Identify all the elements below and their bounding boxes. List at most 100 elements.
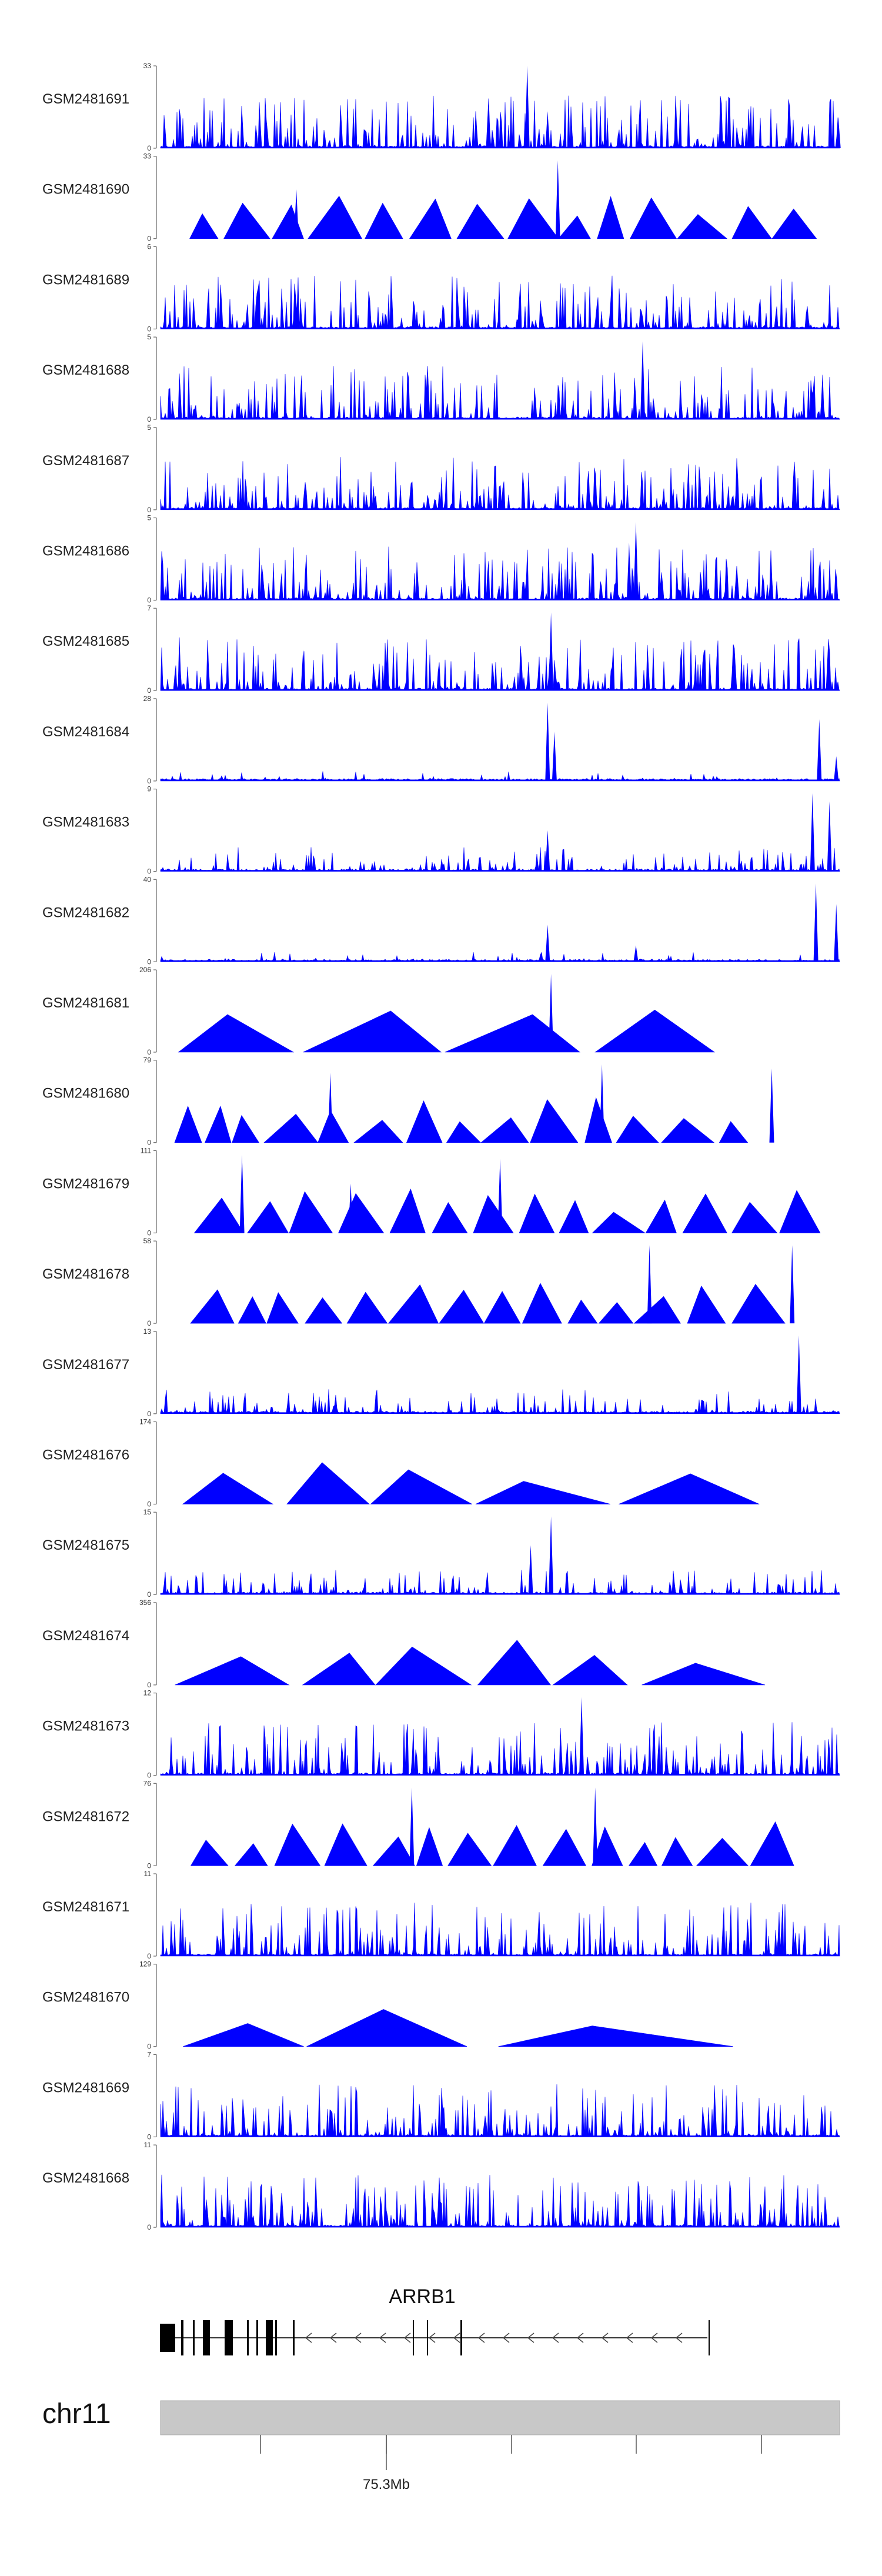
- y-min-label: 0: [147, 1410, 151, 1418]
- track-GSM2481678: GSM2481678 58 0: [42, 1237, 795, 1327]
- coverage-area: [160, 1722, 840, 1776]
- strand-arrow: [379, 2333, 386, 2343]
- y-min-label: 0: [147, 596, 151, 605]
- strand-arrow: [329, 2333, 337, 2343]
- track-label: GSM2481683: [42, 815, 129, 830]
- y-max-label: 11: [144, 1870, 152, 1878]
- track-GSM2481671: GSM2481671 11 0: [42, 1870, 840, 1960]
- y-max-label: 5: [147, 423, 151, 432]
- y-max-label: 9: [147, 785, 151, 793]
- y-max-label: 40: [143, 875, 152, 883]
- y-max-label: 6: [147, 242, 151, 251]
- y-max-label: 13: [143, 1327, 152, 1336]
- coverage-peak: [294, 189, 299, 239]
- gene-exon: [293, 2320, 295, 2355]
- strand-arrow: [527, 2333, 534, 2343]
- track-label: GSM2481677: [42, 1357, 129, 1373]
- strand-arrow: [626, 2333, 633, 2343]
- coverage-area: [160, 1389, 840, 1414]
- y-min-label: 0: [147, 777, 151, 785]
- y-min-label: 0: [147, 2133, 151, 2141]
- coverage-area: [160, 952, 840, 962]
- y-min-label: 0: [147, 1681, 151, 1689]
- coverage-peak: [549, 1516, 554, 1595]
- y-min-label: 0: [147, 1319, 151, 1327]
- track-label: GSM2481689: [42, 272, 129, 288]
- y-max-label: 129: [139, 1960, 151, 1968]
- coverage-peak: [239, 1154, 245, 1233]
- strand-arrow: [675, 2333, 683, 2343]
- track-label: GSM2481691: [42, 91, 129, 107]
- coverage-peak: [626, 542, 632, 600]
- coverage-area: [193, 1188, 821, 1233]
- coverage-area: [160, 457, 840, 510]
- track-label: GSM2481686: [42, 543, 129, 559]
- gene-exon: [275, 2320, 277, 2355]
- track-GSM2481682: GSM2481682 40 0: [42, 875, 840, 966]
- y-max-label: 15: [143, 1508, 152, 1516]
- coverage-peak: [647, 1245, 652, 1324]
- coverage-peak: [328, 1072, 333, 1143]
- coverage-peak: [796, 1335, 801, 1414]
- coverage-peak: [599, 1064, 604, 1143]
- coverage-peak: [640, 341, 645, 420]
- y-max-label: 174: [139, 1418, 151, 1426]
- y-max-label: 5: [147, 333, 151, 341]
- track-GSM2481683: GSM2481683 9 0: [42, 785, 840, 876]
- track-GSM2481669: GSM2481669 7 0: [42, 2050, 840, 2141]
- strand-arrow: [453, 2333, 460, 2343]
- coverage-area: [160, 275, 840, 329]
- strand-arrow: [552, 2333, 559, 2343]
- coverage-area: [182, 1462, 760, 1504]
- track-GSM2481688: GSM2481688 5 0: [42, 333, 840, 423]
- track-GSM2481680: GSM2481680 79 0: [42, 1056, 774, 1147]
- track-label: GSM2481668: [42, 2170, 129, 2186]
- y-min-label: 0: [147, 1048, 151, 1056]
- coverage-peak: [300, 649, 306, 691]
- y-min-label: 0: [147, 235, 151, 243]
- track-label: GSM2481676: [42, 1447, 129, 1463]
- y-max-label: 356: [139, 1599, 151, 1607]
- strand-arrow: [601, 2333, 609, 2343]
- gene-exon: [413, 2320, 414, 2355]
- track-GSM2481690: GSM2481690 33 0: [42, 152, 817, 243]
- y-max-label: 7: [147, 2050, 151, 2058]
- gene-exon: [181, 2320, 183, 2355]
- coverage-area: [174, 1097, 749, 1143]
- y-min-label: 0: [147, 144, 151, 152]
- gene-exon-utr: [160, 2324, 175, 2352]
- track-label: GSM2481672: [42, 1808, 129, 1824]
- coverage-peak: [348, 1183, 353, 1233]
- coverage-peak: [834, 756, 839, 781]
- gene-exon: [203, 2320, 210, 2355]
- y-max-label: 7: [147, 604, 151, 612]
- track-label: GSM2481685: [42, 633, 129, 649]
- track-GSM2481686: GSM2481686 5 0: [42, 514, 840, 605]
- coverage-area: [183, 2009, 733, 2047]
- y-max-label: 28: [143, 695, 152, 703]
- y-min-label: 0: [147, 415, 151, 423]
- track-GSM2481676: GSM2481676 174 0: [42, 1418, 760, 1509]
- gene-exon: [193, 2320, 195, 2355]
- y-max-label: 58: [143, 1237, 152, 1245]
- y-max-label: 12: [143, 1689, 152, 1697]
- coverage-area: [190, 1821, 794, 1866]
- coverage-peak: [528, 1545, 533, 1595]
- coverage-peak: [834, 904, 839, 962]
- track-label: GSM2481674: [42, 1628, 129, 1644]
- coverage-peak: [549, 974, 554, 1052]
- track-label: GSM2481684: [42, 724, 129, 740]
- y-min-label: 0: [147, 1771, 151, 1780]
- y-max-label: 111: [141, 1146, 152, 1154]
- coverage-peak: [579, 1697, 584, 1776]
- track-label: GSM2481681: [42, 995, 129, 1011]
- coverage-peak: [836, 116, 841, 148]
- chromosome-bar: [160, 2400, 840, 2435]
- strand-arrow: [305, 2333, 312, 2343]
- y-min-label: 0: [147, 1500, 151, 1509]
- y-min-label: 0: [147, 1590, 151, 1599]
- y-max-label: 33: [143, 62, 152, 70]
- coverage-peak: [769, 1068, 774, 1143]
- track-GSM2481687: GSM2481687 5 0: [42, 423, 840, 514]
- track-label: GSM2481671: [42, 1899, 129, 1915]
